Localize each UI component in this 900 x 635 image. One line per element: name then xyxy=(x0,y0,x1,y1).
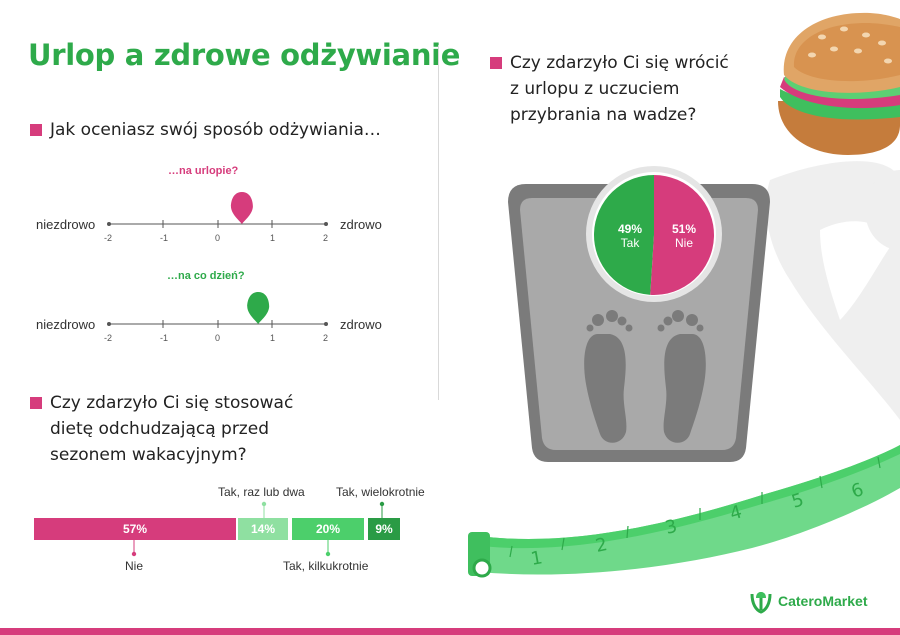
pie-label-tak: 49% Tak xyxy=(610,222,650,250)
segment-wielokrotnie: 9% xyxy=(368,518,400,540)
segment-label-2: Tak, raz lub dwa xyxy=(218,485,305,499)
tick-label: 1 xyxy=(270,333,276,343)
connector-bottom xyxy=(131,540,331,557)
bullet-q2 xyxy=(490,57,502,69)
measuring-tape-illustration: 1 2 3 4 5 6 xyxy=(468,445,900,578)
tick-label: 0 xyxy=(215,333,221,343)
q3-heading-line: dietę odchudzającą przed xyxy=(50,419,269,439)
segment-value: 20% xyxy=(315,522,341,536)
vacation-marker xyxy=(230,192,253,224)
segment-nie: 57% xyxy=(34,518,236,540)
pie-chart xyxy=(593,175,714,295)
brand-logo-icon xyxy=(750,592,772,614)
stacked-bar: 57% 14% 20% 9% xyxy=(34,518,400,540)
left-footprint-icon xyxy=(584,310,633,443)
q2-heading: Czy zdarzyło Ci się wrócić z urlopu z uc… xyxy=(510,50,729,128)
pie-label-nie: 51% Nie xyxy=(664,222,704,250)
tape-number: 4 xyxy=(728,501,745,524)
column-divider xyxy=(438,45,439,400)
tick-label: -1 xyxy=(160,333,169,343)
q2-heading-line: Czy zdarzyło Ci się wrócić xyxy=(510,53,729,73)
tick-label: 2 xyxy=(323,333,329,343)
q2-heading-line: z urlopu z uczuciem xyxy=(510,79,680,99)
burger-illustration xyxy=(778,12,900,155)
tick-label: 1 xyxy=(270,233,276,243)
vacation-label: …na urlopie? xyxy=(168,165,239,177)
tick-label: -2 xyxy=(104,333,113,343)
page-title: Urlop a zdrowe odżywianie xyxy=(28,38,461,72)
segment-value: 9% xyxy=(375,522,393,536)
segment-value: 57% xyxy=(122,522,148,536)
segment-label-1: Nie xyxy=(125,559,144,573)
right-footprint-icon xyxy=(657,310,706,443)
scale-right-label-1: zdrowo xyxy=(340,217,382,232)
tick-label: -1 xyxy=(160,233,169,243)
q3-heading-line: Czy zdarzyło Ci się stosować xyxy=(50,393,294,413)
tick-label: 0 xyxy=(215,233,221,243)
tape-number: 3 xyxy=(663,516,679,539)
pie-value-nie: 51% xyxy=(671,222,697,236)
pie-name-nie: Nie xyxy=(674,236,693,250)
q1-heading: Jak oceniasz swój sposób odżywiania… xyxy=(50,120,381,140)
everyday-marker xyxy=(247,292,270,324)
pie-name-tak: Tak xyxy=(620,236,640,250)
illustration-background xyxy=(766,161,900,420)
q3-heading-line: sezonem wakacyjnym? xyxy=(50,445,247,465)
everyday-label: …na co dzień? xyxy=(167,270,245,282)
pie-slice-tak xyxy=(593,175,654,295)
brand-name: CateroMarket xyxy=(778,593,868,609)
scale-left-label-1: niezdrowo xyxy=(36,217,96,232)
segment-label-3: Tak, kilkukrotnie xyxy=(283,559,369,573)
q2-heading-line: przybrania na wadze? xyxy=(510,105,697,125)
footer-bar xyxy=(0,628,900,635)
tape-number: 2 xyxy=(594,534,610,557)
scale-vacation xyxy=(107,192,328,228)
tick-label: -2 xyxy=(104,233,113,243)
q3-heading: Czy zdarzyło Ci się stosować dietę odchu… xyxy=(50,390,293,468)
segment-raz-lub-dwa: 14% xyxy=(238,518,288,540)
tick-label: 2 xyxy=(323,233,329,243)
segment-value: 14% xyxy=(250,522,276,536)
tape-number: 1 xyxy=(529,547,544,570)
scale-left-label-2: niezdrowo xyxy=(36,317,96,332)
pie-slice-nie xyxy=(650,175,714,295)
segment-kilkukrotnie: 20% xyxy=(292,518,364,540)
scale-right-label-2: zdrowo xyxy=(340,317,382,332)
pie-value-tak: 49% xyxy=(617,222,643,236)
bullet-q1 xyxy=(30,124,42,136)
tape-numbers: 1 2 3 4 5 6 xyxy=(529,479,866,570)
scale-everyday xyxy=(107,292,328,328)
connector-top xyxy=(261,501,385,518)
bullet-q3 xyxy=(30,397,42,409)
segment-label-4: Tak, wielokrotnie xyxy=(336,485,425,499)
